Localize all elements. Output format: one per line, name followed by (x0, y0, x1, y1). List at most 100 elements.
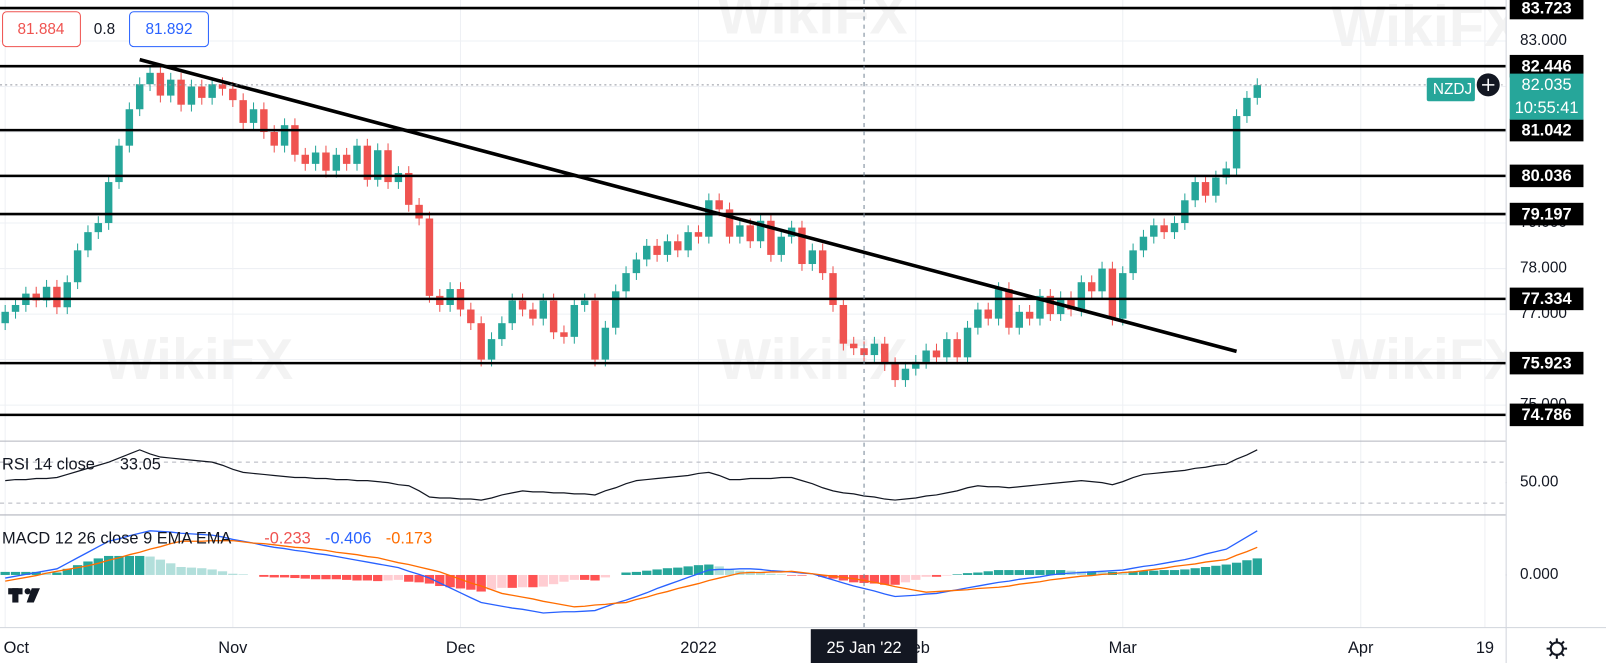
add-order-button[interactable] (1475, 71, 1502, 98)
candle-body (974, 309, 982, 328)
macd-histogram-bar (383, 574, 393, 581)
macd-histogram-bar (931, 574, 942, 577)
macd-histogram-bar (352, 574, 362, 581)
macd-histogram-bar (755, 571, 766, 575)
macd-histogram-bar (642, 570, 652, 575)
macd-histogram-bar (114, 555, 124, 575)
candle-body (694, 232, 703, 237)
candle-body (353, 145, 361, 164)
candle-body (63, 282, 71, 308)
candle-body (643, 245, 651, 260)
candle-body (1, 311, 9, 324)
macd-histogram-bar (435, 574, 445, 587)
macd-histogram-bar (1138, 570, 1149, 575)
y-tick-label: 83.000 (1520, 32, 1567, 49)
rsi-line (5, 449, 1258, 501)
countdown-label: 10:55:41 (1515, 99, 1579, 117)
macd-title: MACD 12 26 close 9 EMA EMA (2, 529, 231, 547)
candle-body (415, 204, 423, 219)
macd-histogram-bar (445, 574, 455, 588)
candle-body (1232, 116, 1241, 169)
macd-histogram-bar (31, 571, 41, 575)
candle-body (943, 339, 951, 358)
macd-histogram-bar (942, 574, 952, 576)
x-tick-label: Oct (4, 639, 30, 657)
rsi-value: 33.05 (120, 456, 161, 474)
macd-histogram-bar (797, 574, 807, 576)
macd-histogram-bar (497, 574, 507, 588)
bid-pill[interactable] (2, 11, 81, 48)
candle-body (270, 132, 278, 146)
macd-histogram-bar (818, 574, 828, 577)
level-label: 77.334 (1522, 290, 1573, 308)
macd-histogram-bar (559, 574, 569, 582)
candle-body (94, 223, 103, 233)
candle-body (756, 220, 765, 242)
macd-histogram-bar (259, 574, 269, 577)
macd-histogram-bar (414, 574, 424, 583)
macd-histogram-bar (911, 574, 921, 580)
macd-readout: -0.233 (264, 529, 310, 547)
candle-body (963, 327, 972, 358)
level-label-box (1509, 118, 1584, 142)
macd-histogram-bar (155, 559, 166, 575)
candle-body (1222, 168, 1230, 178)
logo-part (24, 588, 31, 595)
candle-body (498, 323, 506, 340)
macd-histogram-bar (890, 574, 900, 585)
macd-histogram-bar (93, 558, 103, 575)
candle-body (798, 227, 806, 265)
candle-body (725, 209, 734, 237)
candle-body (125, 109, 134, 146)
macd-histogram-bar (962, 573, 973, 575)
macd-histogram-bar (1221, 564, 1231, 575)
candle-body (1046, 295, 1055, 315)
ask-price: 81.892 (146, 21, 193, 38)
candle-body (601, 327, 610, 360)
candle-body (1191, 182, 1199, 201)
candle-body (663, 241, 672, 255)
logo-part (12, 588, 19, 603)
candle-body (529, 309, 537, 319)
candle-body (332, 154, 341, 171)
x-tick-label: Mar (1109, 639, 1138, 657)
macd-histogram-bar (331, 574, 341, 580)
macd-histogram-bar (52, 572, 62, 575)
macd-histogram-bar (900, 574, 911, 583)
macd-histogram-bar (176, 566, 186, 575)
candle-body (922, 350, 930, 362)
candle-body (570, 304, 579, 337)
macd-histogram-bar (238, 574, 248, 575)
candle-body (1243, 97, 1251, 117)
level-label-box (1509, 164, 1584, 188)
settings-button[interactable] (1546, 638, 1568, 659)
candle-body (342, 154, 351, 164)
ask-pill[interactable] (129, 11, 209, 48)
macd-histogram-bar (424, 574, 435, 584)
macd-histogram-bar (103, 555, 114, 575)
candle-body (736, 225, 744, 237)
macd-histogram-bar (538, 574, 548, 587)
candle-body (1015, 311, 1023, 328)
bid-price: 81.884 (17, 21, 64, 38)
candle-body (1036, 295, 1044, 319)
candle-body (322, 152, 330, 171)
macd-histogram-bar (1097, 571, 1107, 575)
candle-body (891, 364, 899, 381)
last-price-box (1509, 73, 1584, 120)
macd-histogram-bar (776, 574, 786, 575)
macd-histogram-bar (621, 572, 631, 575)
macd-histogram-bar (197, 568, 207, 575)
macd-histogram-bar (952, 574, 962, 575)
candle-body (53, 286, 61, 308)
macd-histogram-bar (683, 566, 693, 575)
macd-histogram-bar (455, 574, 466, 589)
macd-histogram-bar (1056, 570, 1066, 575)
macd-histogram-bar (993, 570, 1004, 575)
candle-body (405, 172, 413, 205)
candle-body (73, 250, 82, 283)
last-price-label: 82.035 (1522, 76, 1572, 94)
level-label: 81.042 (1522, 121, 1572, 139)
